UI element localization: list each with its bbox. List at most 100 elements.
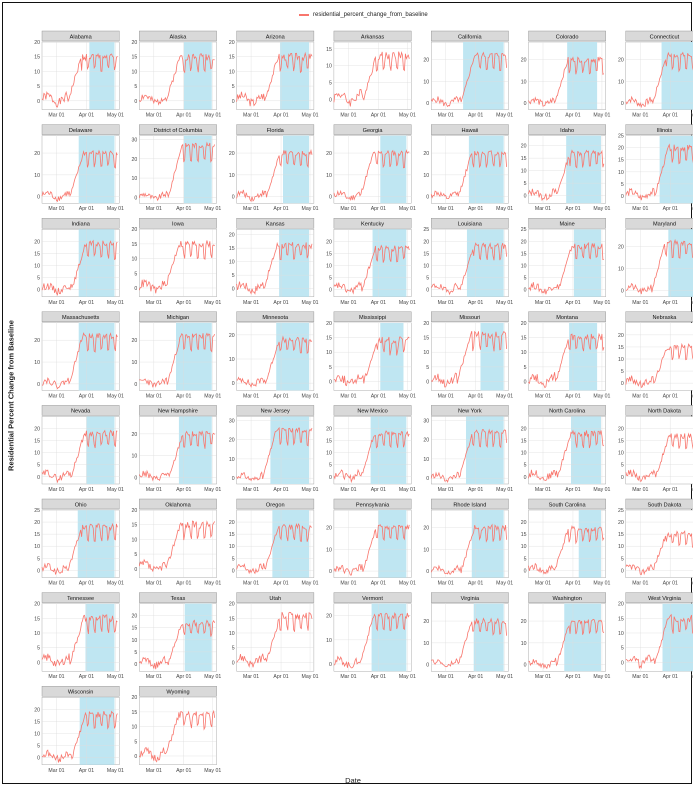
x-tick-label: May 01 (593, 113, 610, 119)
y-axis-title: Residential Percent Change from Baseline (6, 320, 16, 471)
y-tick-label: 5 (621, 646, 624, 652)
y-tick-label: 10 (618, 79, 624, 85)
y-tick-label: 15 (132, 55, 138, 61)
x-tick-label: Apr 01 (176, 300, 191, 306)
x-tick-label: May 01 (496, 113, 513, 119)
y-tick-label: 5 (134, 552, 137, 558)
y-tick-label: 20 (229, 333, 235, 339)
x-tick-label: Apr 01 (79, 300, 94, 306)
series-line (333, 244, 410, 295)
panel-title: Kentucky (361, 222, 384, 228)
x-tick-label: Apr 01 (663, 674, 678, 680)
y-tick-label: 15 (34, 55, 40, 61)
shaded-period (372, 229, 407, 297)
y-tick-label: 10 (132, 537, 138, 543)
y-tick-label: 0 (426, 288, 429, 294)
panel-strip (139, 124, 217, 135)
panel-strip (528, 498, 607, 510)
y-tick-label: 0 (232, 287, 235, 293)
panel-new-jersey: New Jersey 0 10 20 30 Mar 01 Apr 01 May 01 (229, 405, 319, 493)
panel-colorado: Colorado 0 10 20 Mar 01 Apr 01 May 01 (521, 30, 611, 119)
shaded-period (380, 135, 407, 204)
panel-strip (333, 124, 412, 135)
panel-oregon: Oregon 0 5 10 15 20 Mar 01 Apr 01 May 01 (229, 498, 319, 587)
x-tick-label: Mar 01 (535, 113, 551, 119)
y-tick-label: 0 (37, 99, 40, 105)
y-tick-label: 15 (521, 532, 527, 538)
panel-florida: Florida 0 10 20 Mar 01 Apr 01 May 01 (229, 124, 319, 212)
y-tick-label: 20 (423, 438, 429, 444)
panel-strip (236, 30, 315, 42)
y-tick-label: 10 (132, 725, 138, 731)
y-tick-label: 15 (326, 251, 332, 257)
panel-strip (625, 30, 693, 42)
panel-north-carolina: North Carolina 0 5 10 15 20 Mar 01 Apr 01 May 01 (521, 405, 611, 493)
panel-title: Michigan (167, 315, 189, 321)
panel-title: New Jersey (261, 409, 290, 415)
y-tick-label: 0 (37, 756, 40, 762)
x-tick-label: Apr 01 (273, 113, 288, 119)
panel-strip (625, 592, 693, 603)
panel-plot-area (625, 509, 693, 578)
x-tick-label: Apr 01 (79, 487, 94, 493)
x-tick-label: Mar 01 (48, 393, 64, 399)
shaded-period (78, 229, 115, 297)
x-tick-label: May 01 (107, 581, 124, 587)
panel-ohio: Ohio 0 5 10 15 20 25 Mar 01 Apr 01 May 01 (34, 498, 124, 587)
panel-arkansas: Arkansas 0 5 10 15 Mar 01 Apr 01 May 01 (326, 30, 416, 119)
panel-title: Colorado (556, 34, 579, 40)
y-tick-label: 15 (34, 616, 40, 622)
shaded-period (79, 697, 115, 765)
y-tick-label: 15 (618, 532, 624, 538)
y-tick-label: 0 (524, 380, 527, 386)
series-line (430, 150, 507, 200)
series-line (430, 51, 507, 108)
shaded-period (371, 603, 407, 672)
panel-mississippi: Mississippi 0 5 10 15 20 Mar 01 Apr 01 May 01 (326, 311, 416, 399)
y-tick-label: 0 (329, 475, 332, 481)
y-tick-label: 10 (132, 638, 138, 644)
panel-district-of-columbia: District of Columbia 0 10 20 30 Mar 01 Apr 01 M… (132, 124, 221, 212)
x-tick-label: Mar 01 (632, 581, 648, 587)
shaded-period (668, 229, 693, 297)
x-tick-label: May 01 (399, 300, 416, 306)
y-tick-label: 10 (326, 173, 332, 179)
x-axis-title: Date (345, 776, 361, 785)
panel-title: Utah (269, 596, 281, 602)
y-tick-label: 20 (132, 157, 138, 163)
series-line (236, 523, 312, 575)
y-tick-label: 0 (232, 476, 235, 482)
x-tick-label: May 01 (496, 674, 513, 680)
y-tick-label: 20 (229, 438, 235, 444)
shaded-period (270, 416, 310, 484)
series-line (625, 51, 693, 109)
series-line (236, 149, 313, 203)
x-tick-label: May 01 (593, 206, 610, 212)
y-tick-label: 5 (621, 182, 624, 188)
panel-title: Arkansas (361, 34, 385, 40)
x-tick-label: Apr 01 (176, 674, 191, 680)
panel-strip (41, 30, 120, 42)
series-line (138, 53, 215, 106)
x-tick-label: Apr 01 (565, 674, 580, 680)
x-tick-label: Apr 01 (371, 393, 386, 399)
y-tick-label: 20 (229, 40, 235, 46)
y-tick-label: 5 (134, 271, 137, 277)
panel-arizona: Arizona 0 5 10 15 20 Mar 01 Apr 01 May 01 (229, 30, 319, 119)
panel-title: California (458, 34, 483, 40)
y-tick-label: 10 (229, 544, 235, 550)
panel-strip (528, 30, 607, 42)
y-tick-label: 5 (232, 273, 235, 279)
y-tick-label: 20 (521, 144, 527, 150)
y-tick-label: 20 (618, 602, 624, 608)
x-tick-label: Mar 01 (438, 487, 454, 493)
panel-title: Georgia (363, 128, 384, 134)
y-tick-label: 15 (618, 345, 624, 351)
shaded-period (473, 603, 504, 672)
panel-plot-area (139, 697, 217, 766)
panel-title: Florida (267, 128, 285, 134)
series-line (528, 618, 605, 670)
y-tick-label: 10 (34, 631, 40, 637)
panel-title: Kansas (266, 222, 285, 228)
panel-south-carolina: South Carolina 0 5 10 15 20 Mar 01 Apr 01 May 01 (521, 498, 611, 587)
